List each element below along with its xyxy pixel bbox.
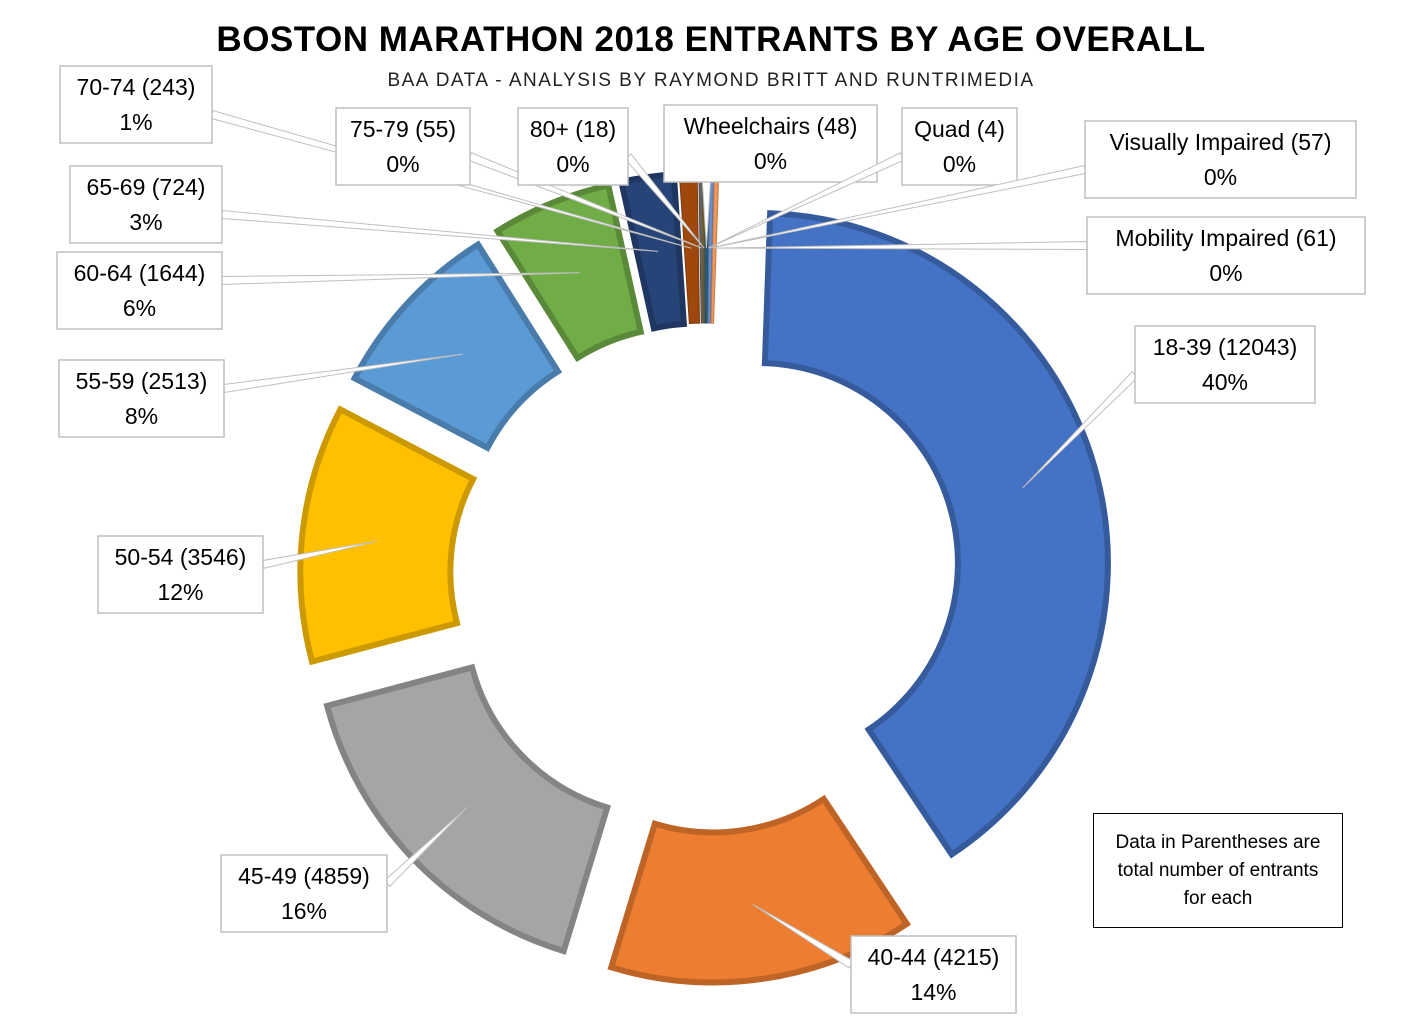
percent-label-60-64: 6% xyxy=(123,295,156,321)
chart-subtitle: BAA DATA - ANALYSIS BY RAYMOND BRITT AND… xyxy=(387,70,1035,91)
percent-label-quad: 0% xyxy=(943,151,976,177)
data-label-55-59: 55-59 (2513) xyxy=(76,368,208,394)
percent-label-55-59: 8% xyxy=(125,403,158,429)
label-box-75-79 xyxy=(335,107,471,186)
label-box-visually-impaired xyxy=(1084,120,1357,199)
percent-label-50-54: 12% xyxy=(157,579,203,605)
percent-label-80: 0% xyxy=(556,151,589,177)
data-label-quad: Quad (4) xyxy=(914,116,1005,142)
percent-label-70-74: 1% xyxy=(119,109,152,135)
note-box: Data in Parentheses are total number of … xyxy=(1093,813,1343,928)
data-label-80: 80+ (18) xyxy=(530,116,616,142)
slice-50-54 xyxy=(297,405,478,666)
slice-45-49 xyxy=(323,663,612,955)
label-box-mobility-impaired xyxy=(1086,216,1366,295)
slices-group xyxy=(297,171,1111,986)
label-box-45-49 xyxy=(220,854,388,933)
data-label-40-44: 40-44 (4215) xyxy=(868,944,1000,970)
percent-label-mobility-impaired: 0% xyxy=(1209,260,1242,286)
data-label-50-54: 50-54 (3546) xyxy=(115,544,247,570)
data-label-wheelchairs: Wheelchairs (48) xyxy=(684,113,858,139)
percent-label-wheelchairs: 0% xyxy=(754,148,787,174)
percent-label-visually-impaired: 0% xyxy=(1204,164,1237,190)
data-label-18-39: 18-39 (12043) xyxy=(1153,334,1298,360)
label-box-80 xyxy=(517,107,629,186)
label-box-50-54 xyxy=(97,535,264,614)
label-box-quad xyxy=(901,107,1018,186)
label-box-55-59 xyxy=(58,359,225,438)
callouts-group: 18-39 (12043) 40% 40-44 (4215) 14% 45-49 (48… xyxy=(56,65,1366,1014)
percent-label-75-79: 0% xyxy=(386,151,419,177)
data-label-70-74: 70-74 (243) xyxy=(77,74,196,100)
data-label-75-79: 75-79 (55) xyxy=(350,116,456,142)
data-label-mobility-impaired: Mobility Impaired (61) xyxy=(1115,225,1336,251)
label-box-40-44 xyxy=(850,935,1017,1014)
label-box-65-69 xyxy=(69,165,223,244)
percent-label-65-69: 3% xyxy=(129,209,162,235)
data-label-45-49: 45-49 (4859) xyxy=(238,863,370,889)
chart-title: BOSTON MARATHON 2018 ENTRANTS BY AGE OVE… xyxy=(216,20,1206,59)
slice-55-59 xyxy=(350,240,563,452)
label-box-wheelchairs xyxy=(663,104,878,183)
slice-18-39 xyxy=(761,210,1111,859)
label-box-70-74 xyxy=(59,65,213,144)
data-label-65-69: 65-69 (724) xyxy=(87,174,206,200)
slice-40-44 xyxy=(607,794,911,986)
percent-label-45-49: 16% xyxy=(281,898,327,924)
percent-label-40-44: 14% xyxy=(910,979,956,1005)
data-label-60-64: 60-64 (1644) xyxy=(74,260,206,286)
label-box-60-64 xyxy=(56,251,223,330)
data-label-visually-impaired: Visually Impaired (57) xyxy=(1109,129,1331,155)
percent-label-18-39: 40% xyxy=(1202,369,1248,395)
label-box-18-39 xyxy=(1134,325,1316,404)
